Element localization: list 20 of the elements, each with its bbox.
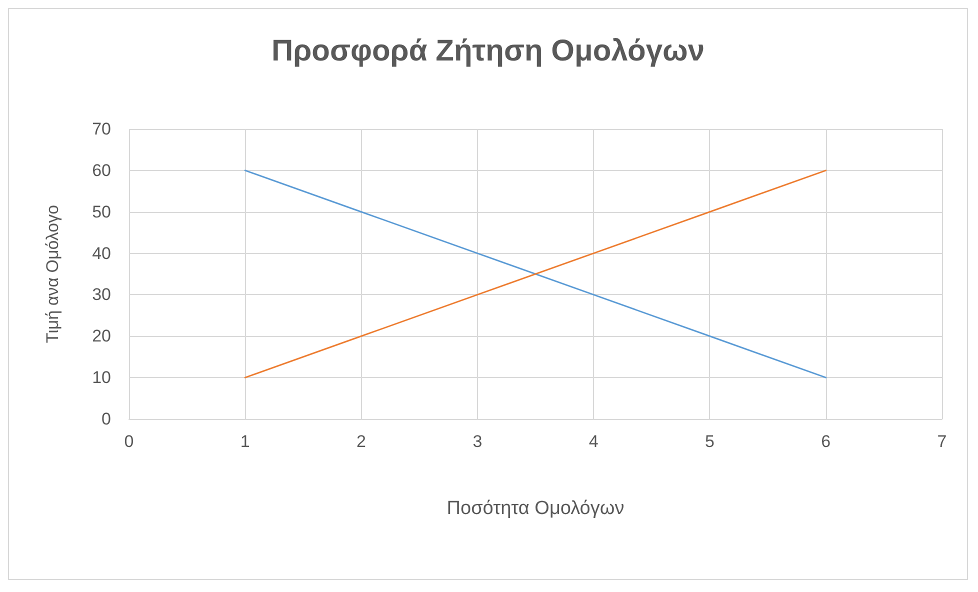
y-tick-label: 10 — [92, 368, 111, 388]
y-axis-title: Τιμή ανα Ομόλογο — [43, 204, 62, 344]
x-axis-title: Ποσότητα Ομολόγων — [446, 498, 624, 519]
line-series — [244, 170, 827, 378]
x-tick-label: 2 — [356, 432, 366, 451]
x-tick-label: 7 — [937, 432, 947, 451]
x-tick-label: 0 — [124, 432, 134, 451]
x-tick-label: 5 — [704, 432, 714, 451]
x-tick-label: 6 — [821, 432, 831, 451]
y-tick-label: 60 — [92, 160, 111, 180]
chart-title: Προσφορά Ζήτηση Ομολόγων — [271, 34, 705, 68]
y-tick-label: 50 — [92, 202, 111, 222]
x-tick-label: 4 — [588, 432, 598, 451]
x-tick-label: 1 — [240, 432, 250, 451]
y-tick-label: 70 — [92, 120, 111, 138]
y-tick-label: 40 — [92, 244, 111, 263]
y-tick-label: 30 — [92, 285, 111, 304]
y-tick-label: 20 — [92, 326, 111, 346]
y-tick-label: 0 — [102, 410, 111, 428]
x-tick-label: 3 — [472, 432, 482, 451]
